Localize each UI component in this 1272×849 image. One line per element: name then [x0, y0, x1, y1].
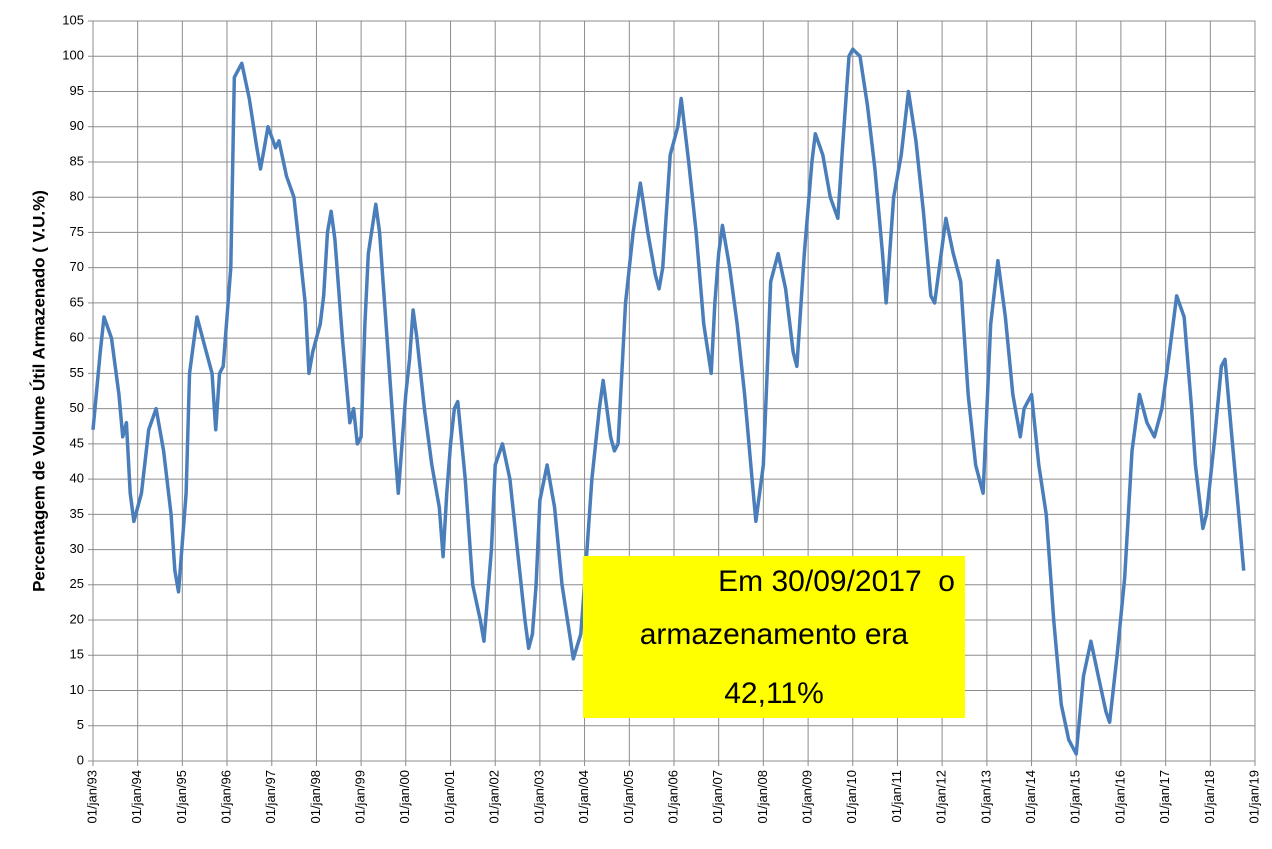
- annotation-text: Em 30/09/2017 o: [718, 565, 955, 598]
- x-tick-label: 01/jan/95: [174, 770, 189, 824]
- annotation-text: armazenamento era: [640, 618, 909, 651]
- y-tick-label: 5: [77, 717, 84, 732]
- y-tick-label: 90: [70, 118, 84, 133]
- x-tick-label: 01/jan/16: [1112, 770, 1127, 824]
- y-tick-label: 45: [70, 435, 84, 450]
- x-tick-label: 01/jan/17: [1157, 770, 1172, 824]
- x-tick-label: 01/jan/01: [442, 770, 457, 824]
- y-tick-label: 95: [70, 83, 84, 98]
- data-line: [91, 47, 1246, 756]
- x-tick-label: 01/jan/06: [665, 770, 680, 824]
- x-tick-label: 01/jan/07: [710, 770, 725, 824]
- x-tick-label: 01/jan/00: [397, 770, 412, 824]
- y-tick-label: 50: [70, 400, 84, 415]
- y-tick-label: 25: [70, 576, 84, 591]
- x-tick-label: 01/jan/18: [1202, 770, 1217, 824]
- x-tick-label: 01/jan/98: [308, 770, 323, 824]
- annotation-box: [583, 556, 965, 718]
- y-tick-label: 85: [70, 153, 84, 168]
- x-tick-label: 01/jan/11: [889, 770, 904, 823]
- y-tick-label: 15: [70, 647, 84, 662]
- y-tick-label: 40: [70, 471, 84, 486]
- x-tick-label: 01/jan/97: [263, 770, 278, 824]
- y-tick-label: 105: [62, 12, 84, 27]
- y-tick-label: 100: [62, 48, 84, 63]
- y-axis-title: Percentagem de Volume Útil Armazenado ( …: [29, 190, 48, 592]
- x-tick-label: 01/jan/14: [1023, 770, 1038, 824]
- y-tick-label: 65: [70, 294, 84, 309]
- y-tick-label: 55: [70, 365, 84, 380]
- x-tick-label: 01/jan/94: [129, 770, 144, 824]
- x-tick-label: 01/jan/15: [1068, 770, 1083, 824]
- x-tick-label: 01/jan/09: [800, 770, 815, 824]
- x-tick-label: 01/jan/99: [353, 770, 368, 824]
- y-tick-label: 75: [70, 224, 84, 239]
- x-tick-label: 01/jan/05: [621, 770, 636, 824]
- y-tick-label: 60: [70, 330, 84, 345]
- y-tick-label: 0: [77, 752, 84, 767]
- x-tick-label: 01/jan/10: [844, 770, 859, 824]
- y-tick-label: 10: [70, 682, 84, 697]
- x-tick-label: 01/jan/96: [218, 770, 233, 824]
- y-tick-label: 20: [70, 611, 84, 626]
- x-tick-label: 01/jan/03: [531, 770, 546, 824]
- y-tick-label: 30: [70, 541, 84, 556]
- x-tick-label: 01/jan/19: [1246, 770, 1261, 824]
- y-tick-label: 80: [70, 189, 84, 204]
- x-tick-label: 01/jan/02: [487, 770, 502, 824]
- annotation-text: 42,11%: [724, 677, 824, 710]
- y-tick-label: 70: [70, 259, 84, 274]
- y-tick-label: 35: [70, 506, 84, 521]
- x-tick-label: 01/jan/12: [934, 770, 949, 824]
- x-tick-label: 01/jan/13: [978, 770, 993, 824]
- x-tick-label: 01/jan/08: [755, 770, 770, 824]
- x-tick-label: 01/jan/93: [84, 770, 99, 824]
- x-tick-label: 01/jan/04: [576, 770, 591, 824]
